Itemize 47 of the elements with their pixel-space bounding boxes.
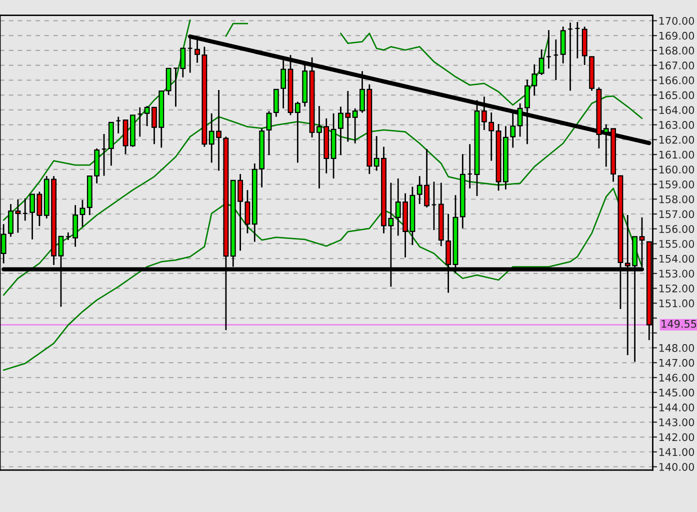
candlestick: [294, 101, 300, 164]
y-tick-label: 162.00: [659, 136, 694, 144]
y-tick-label: 167.00: [659, 62, 694, 70]
y-tick-label: 142.00: [659, 433, 694, 442]
y-tick-label: 153.00: [659, 270, 694, 278]
candlestick: [80, 199, 86, 228]
y-tick-label: 155.00: [659, 240, 694, 248]
y-tick-label: 164.00: [659, 106, 694, 114]
y-tick-label: 160.00: [659, 166, 694, 174]
y-tick-label: 154.00: [659, 254, 694, 263]
y-tick-label: 143.00: [659, 418, 694, 426]
y-tick-label: 140.00: [659, 462, 694, 471]
candlestick: [560, 26, 566, 64]
line-series: [2, 95, 643, 296]
y-tick-label: 146.00: [659, 374, 694, 382]
ref-line-label: 149.55: [662, 320, 696, 328]
y-tick-label: 145.00: [659, 388, 694, 397]
y-tick-label: 148.00: [659, 344, 694, 352]
candlestick: [244, 189, 250, 234]
candlestick: [72, 204, 78, 248]
line-series: [2, 19, 191, 221]
y-tick-label: 141.00: [659, 448, 694, 456]
y-tick-label: 156.00: [659, 225, 694, 233]
y-tick-label: 166.00: [659, 76, 694, 84]
y-tick-label: 152.00: [659, 284, 694, 292]
candlestick: [538, 48, 544, 76]
y-tick-label: 169.00: [659, 32, 694, 40]
y-tick-label: 168.00: [659, 46, 694, 55]
candlestick: [517, 102, 523, 138]
candlestick: [166, 68, 172, 96]
y-tick-label: 151.00: [659, 299, 694, 308]
candlestick: [273, 88, 279, 118]
y-tick-label: 159.00: [659, 180, 694, 188]
candlestick: [266, 110, 272, 156]
y-tick-label: 147.00: [659, 358, 694, 367]
y-tick-label: 161.00: [659, 150, 694, 159]
candlestick: [280, 59, 286, 110]
candlestick: [481, 96, 487, 131]
y-tick-label: 157.00: [659, 210, 694, 218]
candlestick: [180, 48, 186, 78]
y-tick-label: 170.00: [659, 16, 694, 25]
y-tick-label: 158.00: [659, 195, 694, 204]
candlestick: [488, 112, 494, 162]
y-tick-label: 163.00: [659, 121, 694, 129]
y-tick-label: 165.00: [659, 91, 694, 100]
y-tick-label: 144.00: [659, 404, 694, 412]
line-series: [2, 188, 643, 371]
